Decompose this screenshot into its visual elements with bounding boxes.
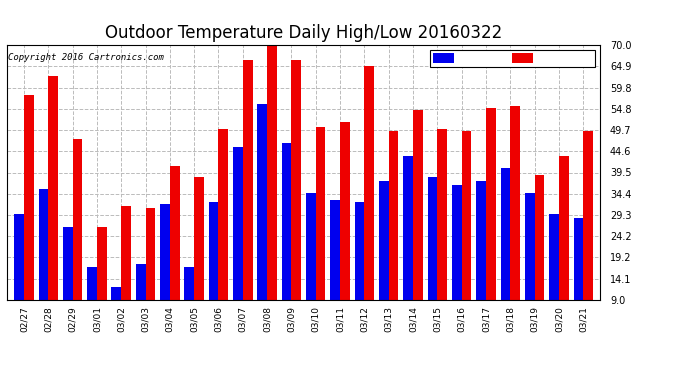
Bar <box>379 181 388 300</box>
Bar <box>535 175 544 300</box>
Bar <box>413 110 423 300</box>
Bar <box>306 194 316 300</box>
Bar <box>388 131 398 300</box>
Bar <box>48 76 58 300</box>
Bar <box>316 126 326 300</box>
Bar <box>282 143 291 300</box>
Bar <box>525 194 535 300</box>
Bar <box>549 214 559 300</box>
Bar <box>121 206 131 300</box>
Bar <box>209 202 219 300</box>
Bar <box>97 227 107 300</box>
Bar <box>112 288 121 300</box>
Title: Outdoor Temperature Daily High/Low 20160322: Outdoor Temperature Daily High/Low 20160… <box>105 24 502 42</box>
Bar <box>194 177 204 300</box>
Bar <box>340 122 350 300</box>
Bar <box>39 189 48 300</box>
Bar <box>291 60 301 300</box>
Legend: Low  (°F), High  (°F): Low (°F), High (°F) <box>430 50 595 67</box>
Bar <box>428 177 437 300</box>
Bar <box>136 264 146 300</box>
Bar <box>486 108 495 300</box>
Bar <box>364 66 374 300</box>
Bar <box>72 139 82 300</box>
Text: Copyright 2016 Cartronics.com: Copyright 2016 Cartronics.com <box>8 53 164 62</box>
Bar <box>87 267 97 300</box>
Bar <box>437 129 447 300</box>
Bar <box>559 156 569 300</box>
Bar <box>146 208 155 300</box>
Bar <box>573 219 583 300</box>
Bar <box>14 214 24 300</box>
Bar <box>233 147 243 300</box>
Bar <box>404 156 413 300</box>
Bar <box>219 129 228 300</box>
Bar <box>257 104 267 300</box>
Bar <box>170 166 179 300</box>
Bar <box>452 185 462 300</box>
Bar <box>462 131 471 300</box>
Bar <box>267 45 277 300</box>
Bar <box>331 200 340 300</box>
Bar <box>500 168 511 300</box>
Bar <box>583 131 593 300</box>
Bar <box>24 95 34 300</box>
Bar <box>63 227 72 300</box>
Bar <box>184 267 194 300</box>
Bar <box>476 181 486 300</box>
Bar <box>243 60 253 300</box>
Bar <box>355 202 364 300</box>
Bar <box>511 106 520 300</box>
Bar <box>160 204 170 300</box>
